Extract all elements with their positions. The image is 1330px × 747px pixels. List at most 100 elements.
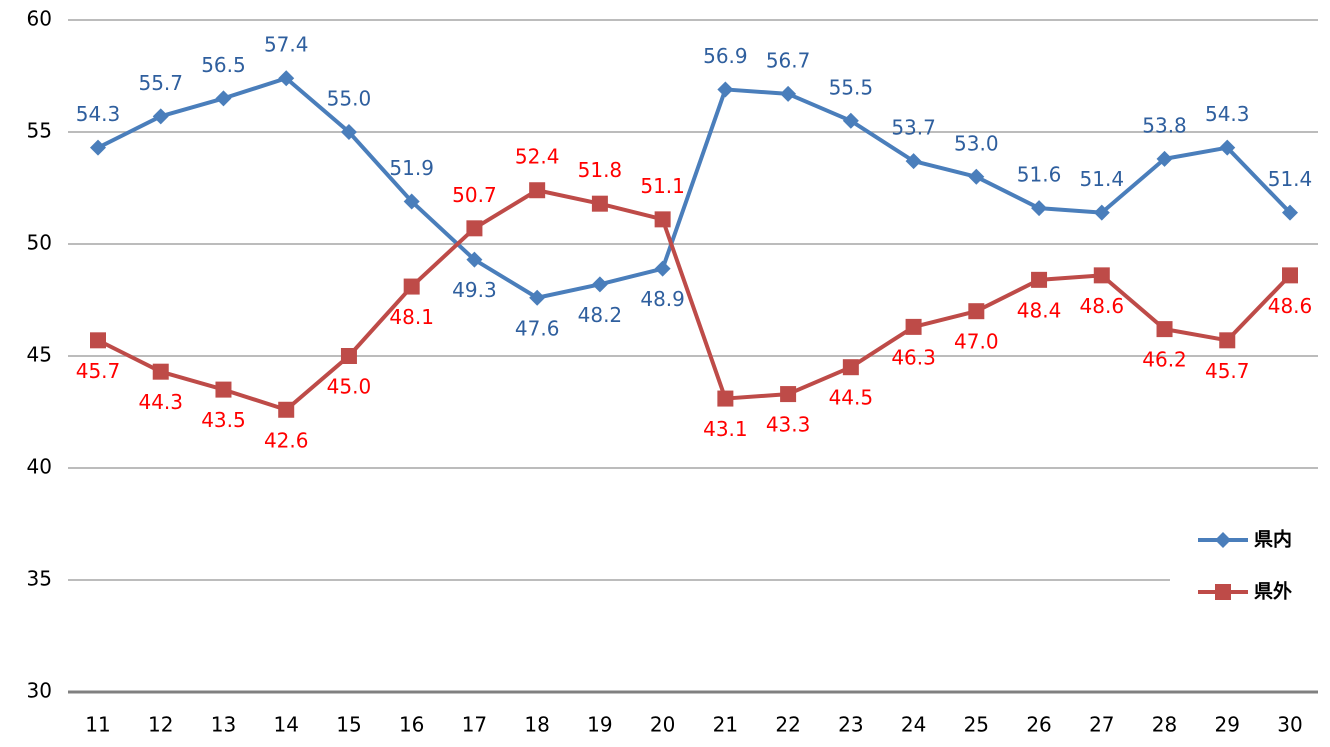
point xyxy=(529,182,546,199)
point xyxy=(466,251,483,268)
point xyxy=(1282,267,1298,284)
point xyxy=(529,289,546,306)
point xyxy=(403,278,420,295)
point xyxy=(1156,321,1173,338)
data-label: 48.9 xyxy=(640,287,685,311)
x-tick-label: 13 xyxy=(211,713,236,737)
x-tick-label: 23 xyxy=(838,713,863,737)
x-tick-label: 15 xyxy=(336,713,361,737)
data-label: 46.3 xyxy=(891,345,936,369)
data-label: 55.0 xyxy=(327,87,372,111)
point xyxy=(780,85,797,102)
x-tick-label: 19 xyxy=(587,713,612,737)
data-label: 43.5 xyxy=(201,408,246,432)
point xyxy=(717,390,734,407)
x-tick-label: 11 xyxy=(85,713,110,737)
y-tick-label: 60 xyxy=(27,7,52,31)
point xyxy=(215,90,232,107)
y-tick-label: 45 xyxy=(27,343,52,367)
data-label: 51.4 xyxy=(1268,167,1313,191)
x-tick-label: 28 xyxy=(1152,713,1177,737)
legend-label: 県内 xyxy=(1254,528,1292,551)
x-tick-label: 25 xyxy=(964,713,989,737)
data-label: 48.6 xyxy=(1268,294,1313,318)
legend-marker xyxy=(1215,584,1231,600)
point xyxy=(278,70,295,87)
point xyxy=(1031,200,1048,217)
data-label: 54.3 xyxy=(1205,102,1250,126)
x-tick-label: 24 xyxy=(901,713,926,737)
point xyxy=(1219,332,1236,349)
data-label: 51.8 xyxy=(578,158,623,182)
x-tick-label: 16 xyxy=(399,713,424,737)
series-line xyxy=(97,76,1292,300)
data-label: 55.5 xyxy=(829,75,874,99)
point xyxy=(278,401,295,418)
data-label: 47.6 xyxy=(515,316,560,340)
point xyxy=(654,211,671,228)
y-tick-label: 30 xyxy=(27,679,52,703)
data-label: 51.4 xyxy=(1080,167,1125,191)
point xyxy=(1031,271,1048,288)
data-label: 52.4 xyxy=(515,145,560,169)
x-tick-label: 21 xyxy=(713,713,738,737)
y-tick-label: 50 xyxy=(27,231,52,255)
legend-marker xyxy=(1215,532,1231,548)
data-label: 45.7 xyxy=(76,359,121,383)
y-tick-label: 55 xyxy=(27,119,52,143)
point xyxy=(905,318,922,335)
data-label: 44.3 xyxy=(138,390,183,414)
point xyxy=(905,153,922,170)
legend-label: 県外 xyxy=(1254,580,1292,603)
data-label: 56.7 xyxy=(766,48,811,72)
x-tick-label: 12 xyxy=(148,713,173,737)
x-tick-label: 26 xyxy=(1026,713,1051,737)
x-tick-label: 18 xyxy=(524,713,549,737)
data-label: 48.6 xyxy=(1080,294,1125,318)
data-label: 50.7 xyxy=(452,183,497,207)
data-label: 51.6 xyxy=(1017,163,1062,187)
data-label: 42.6 xyxy=(264,428,309,452)
data-label: 55.7 xyxy=(138,71,183,95)
x-tick-label: 14 xyxy=(273,713,298,737)
point xyxy=(654,260,671,277)
point xyxy=(842,112,859,129)
point xyxy=(780,386,797,403)
data-label: 48.2 xyxy=(578,303,623,327)
point xyxy=(1093,204,1110,221)
data-label: 45.0 xyxy=(327,375,372,399)
data-label: 53.0 xyxy=(954,131,999,155)
data-label: 43.3 xyxy=(766,413,811,437)
data-label: 46.2 xyxy=(1142,348,1187,372)
data-label: 56.9 xyxy=(703,44,748,68)
point xyxy=(340,348,357,364)
point xyxy=(152,363,169,380)
data-label: 54.3 xyxy=(76,102,121,126)
point xyxy=(1219,139,1236,156)
data-label: 48.1 xyxy=(389,305,434,329)
data-label: 47.0 xyxy=(954,330,999,354)
data-label: 57.4 xyxy=(264,33,309,57)
data-label: 53.8 xyxy=(1142,113,1187,137)
point xyxy=(717,81,734,98)
x-tick-label: 17 xyxy=(462,713,487,737)
data-label: 43.1 xyxy=(703,417,748,441)
y-tick-label: 35 xyxy=(27,567,52,591)
point xyxy=(90,332,106,349)
data-label: 51.9 xyxy=(389,156,434,180)
point xyxy=(215,381,232,398)
x-tick-label: 30 xyxy=(1277,713,1302,737)
data-label: 56.5 xyxy=(201,53,246,77)
point xyxy=(1282,204,1298,221)
point xyxy=(340,124,357,140)
x-tick-label: 27 xyxy=(1089,713,1114,737)
data-label: 44.5 xyxy=(829,386,874,410)
data-label: 53.7 xyxy=(891,116,936,140)
point xyxy=(968,168,985,185)
point xyxy=(591,276,608,293)
point xyxy=(152,108,169,125)
point xyxy=(90,139,106,156)
data-label: 51.1 xyxy=(640,174,685,198)
